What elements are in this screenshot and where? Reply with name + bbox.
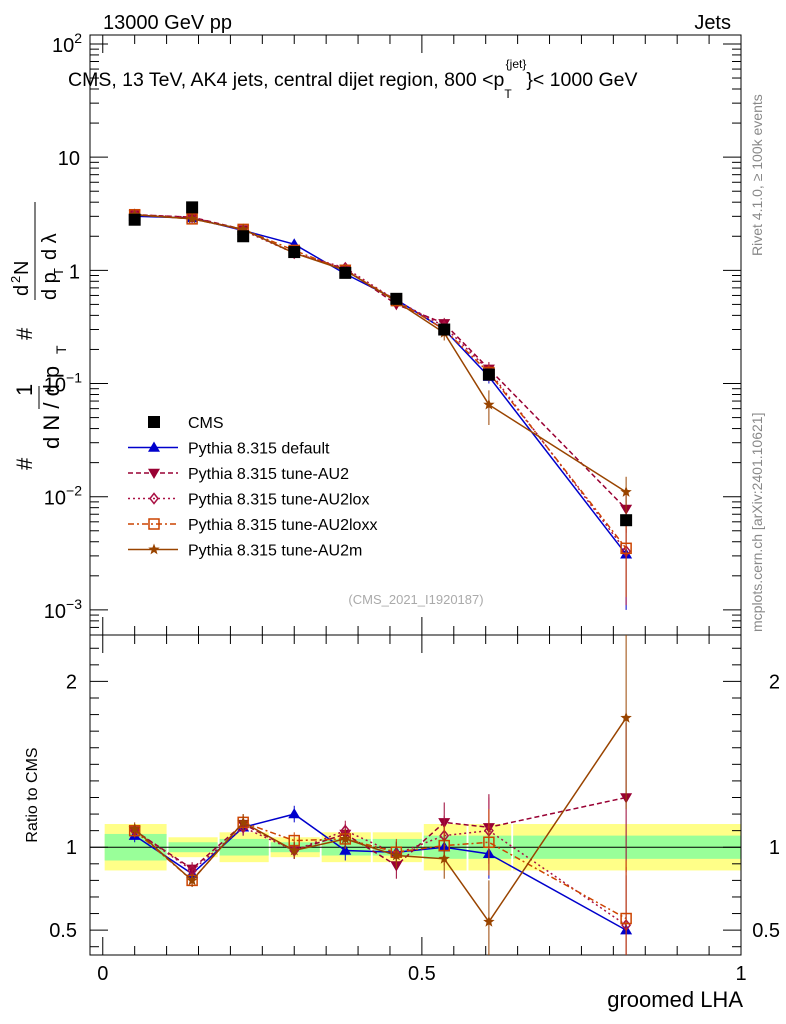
ratio-y-tick-label-right: 1 bbox=[769, 837, 780, 859]
point-au2loxx bbox=[620, 542, 632, 555]
chart-title: CMS, 13 TeV, AK4 jets, central dijet reg… bbox=[68, 57, 638, 101]
point-au2m bbox=[483, 398, 495, 410]
ylabel-part-c2: T bbox=[51, 268, 66, 276]
data-point bbox=[620, 514, 633, 527]
ratio-tick-labels: 0.5 0.5 1 1 2 2 0 0.5 1 bbox=[49, 671, 780, 985]
point-au2m bbox=[237, 223, 249, 235]
legend-entry-au2loxx: Pythia 8.315 tune-AU2loxx bbox=[128, 517, 377, 534]
ratio-point-au2m bbox=[129, 823, 141, 834]
ratio-y-tick-label-right: 2 bbox=[769, 671, 780, 693]
legend-label-default: Pythia 8.315 default bbox=[188, 441, 330, 458]
data-point bbox=[390, 292, 403, 305]
ratio-line-au2m bbox=[134, 717, 627, 924]
legend-marker-au2lox bbox=[149, 492, 159, 505]
ratio-point-au2m bbox=[186, 874, 198, 886]
legend-marker-au2loxx bbox=[148, 518, 160, 530]
legend-label-data: CMS bbox=[188, 415, 224, 432]
ratio-point-au2m bbox=[438, 852, 450, 864]
y-tick-label: 10−3 bbox=[44, 596, 82, 623]
ratio-point-au2loxx bbox=[483, 836, 495, 849]
ylabel-part-c: T bbox=[53, 345, 69, 354]
ratio-y-tick-label: 0.5 bbox=[49, 920, 77, 942]
ratio-point-au2m bbox=[288, 844, 300, 856]
ylabel-part-b: d N / d p bbox=[39, 366, 64, 449]
point-au2m bbox=[620, 486, 632, 497]
data-point bbox=[288, 246, 301, 259]
ratio-point-au2m bbox=[237, 816, 249, 828]
header-right: Jets bbox=[694, 12, 731, 34]
ratio-bands bbox=[90, 824, 741, 871]
ratio-y-tick-label: 1 bbox=[66, 837, 77, 859]
ratio-series-group bbox=[128, 635, 633, 955]
ratio-axis-ticks bbox=[90, 635, 742, 955]
y-tick-label: 102 bbox=[52, 30, 82, 57]
legend-entry-au2lox: Pythia 8.315 tune-AU2lox bbox=[128, 492, 369, 509]
ratio-y-axis-label: Ratio to CMS bbox=[24, 747, 41, 842]
legend-marker-default bbox=[148, 441, 160, 452]
ylabel-part-d1: # bbox=[12, 457, 37, 470]
ratio-point-au2m bbox=[390, 849, 403, 861]
main-axis-ticks bbox=[90, 35, 742, 636]
data-point bbox=[237, 230, 250, 243]
title-suffix: }< 1000 GeV bbox=[526, 69, 637, 91]
x-axis-label: groomed LHA bbox=[607, 987, 743, 1012]
legend-entry-au2: Pythia 8.315 tune-AU2 bbox=[128, 466, 349, 483]
legend-entry-default: Pythia 8.315 default bbox=[128, 441, 330, 458]
ylabel-part-g: N bbox=[11, 261, 33, 275]
y-tick-label: 10−2 bbox=[44, 483, 82, 510]
ratio-point-au2loxx bbox=[620, 912, 632, 925]
ratio-point-default bbox=[339, 844, 352, 855]
ylabel-part-i: d λ bbox=[39, 233, 61, 260]
y-tick-label: 1 bbox=[69, 261, 80, 283]
header-left: 13000 GeV pp bbox=[103, 12, 232, 34]
ylabel-part-d2: # bbox=[12, 327, 37, 340]
point-au2lox bbox=[187, 210, 198, 224]
x-tick-label: 1 bbox=[735, 963, 746, 985]
title-sub: T bbox=[504, 87, 512, 101]
ratio-point-au2m bbox=[483, 915, 495, 927]
main-data-points bbox=[128, 201, 633, 527]
ratio-y-tick-label: 2 bbox=[66, 671, 77, 693]
legend-marker-data bbox=[148, 416, 160, 428]
ylabel-part-e: d bbox=[11, 285, 33, 296]
point-au2m bbox=[186, 212, 198, 224]
ylabel-part-f: 2 bbox=[8, 276, 23, 283]
ratio-frame bbox=[89, 634, 742, 956]
main-y-axis-label: 1 d N / d p T # # d 2 N d p T d λ bbox=[8, 202, 69, 470]
series-line-au2lox bbox=[134, 213, 627, 552]
legend-label-au2loxx: Pythia 8.315 tune-AU2loxx bbox=[188, 517, 377, 534]
series-line-au2 bbox=[134, 213, 627, 510]
legend-marker-au2m bbox=[148, 543, 160, 555]
data-point bbox=[339, 266, 352, 279]
legend-label-au2m: Pythia 8.315 tune-AU2m bbox=[188, 543, 362, 560]
ylabel-part-a: 1 bbox=[12, 384, 37, 396]
x-tick-label: 0.5 bbox=[408, 963, 436, 985]
ratio-point-au2m bbox=[620, 711, 632, 723]
ratio-point-au2m bbox=[339, 832, 351, 844]
data-point bbox=[482, 368, 495, 381]
y-tick-label: 10 bbox=[58, 148, 80, 170]
rivet-label: Rivet 4.1.0, ≥ 100k events bbox=[749, 94, 765, 256]
legend-entry-au2m: Pythia 8.315 tune-AU2m bbox=[128, 543, 362, 560]
y-tick-label: 10−1 bbox=[44, 370, 82, 397]
legend-marker-au2 bbox=[148, 468, 160, 479]
legend-label-au2lox: Pythia 8.315 tune-AU2lox bbox=[188, 492, 369, 509]
data-point bbox=[438, 323, 451, 336]
ylabel-part-h: d p bbox=[39, 272, 61, 300]
ratio-point-default bbox=[288, 808, 301, 819]
data-point bbox=[186, 201, 199, 214]
legend-entry-data: CMS bbox=[148, 415, 224, 432]
data-point bbox=[128, 213, 141, 226]
x-tick-label: 0 bbox=[97, 963, 108, 985]
ratio-y-tick-label-right: 0.5 bbox=[752, 920, 780, 942]
title-prefix: CMS, 13 TeV, AK4 jets, central dijet reg… bbox=[68, 69, 504, 91]
legend-label-au2: Pythia 8.315 tune-AU2 bbox=[188, 466, 349, 483]
analysis-watermark: (CMS_2021_I1920187) bbox=[348, 592, 483, 607]
legend: CMS Pythia 8.315 default Pythia 8.315 tune… bbox=[128, 415, 377, 560]
main-y-tick-labels: 10−3 10−2 10−1 1 10 102 bbox=[44, 30, 82, 623]
mcplots-label: mcplots.cern.ch [arXiv:2401.10621] bbox=[749, 413, 765, 632]
title-sup: {jet} bbox=[506, 57, 527, 71]
